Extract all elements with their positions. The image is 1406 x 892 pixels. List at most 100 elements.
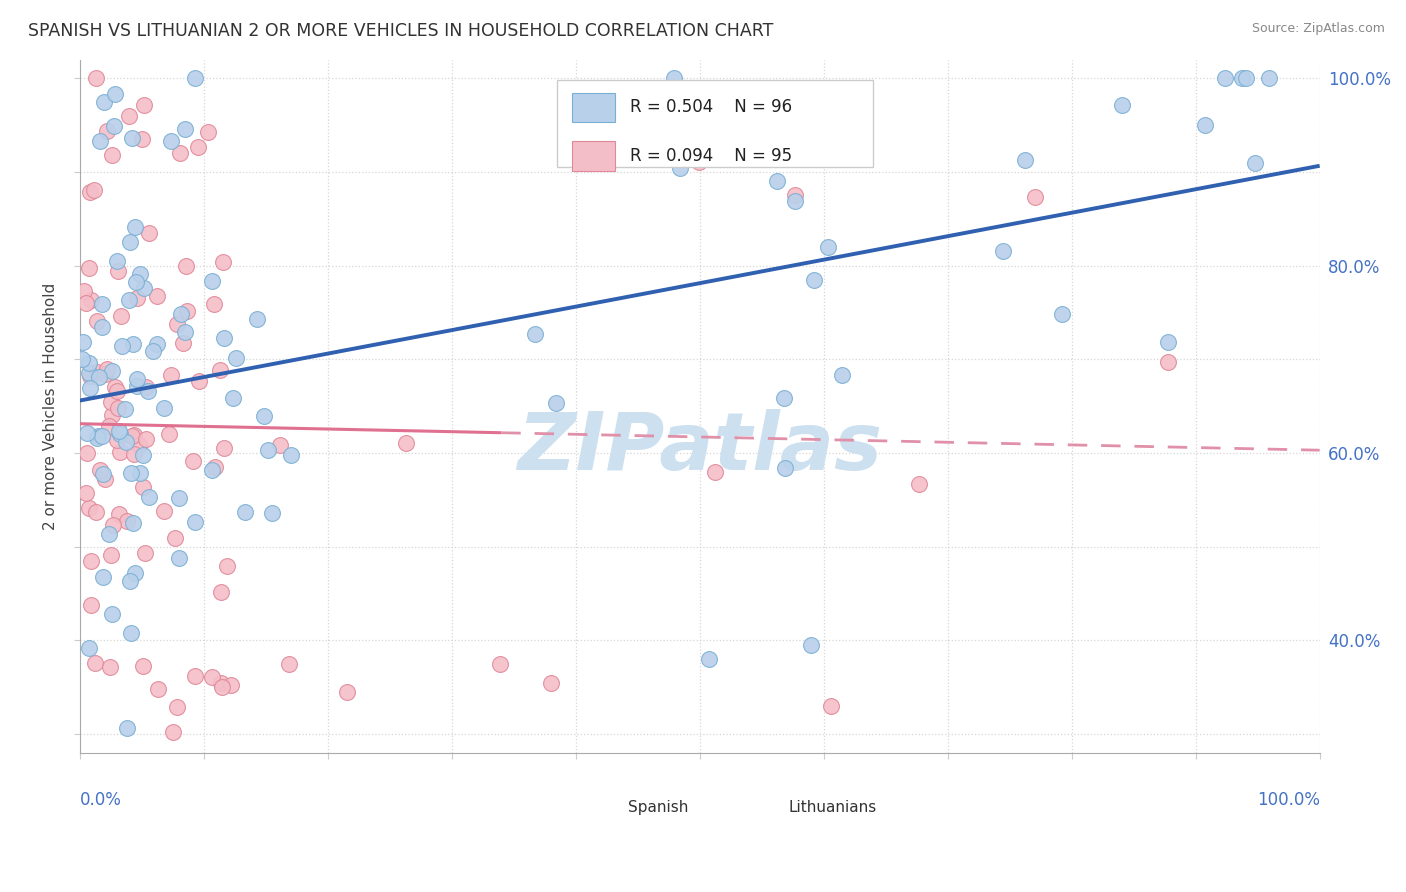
Point [120,466,142,480]
Text: R = 0.504    N = 96: R = 0.504 N = 96 [630,98,793,117]
Point [135,432,157,446]
Point [176,303,198,318]
Point [280,448,302,462]
Point [1024,190,1046,204]
Point [79,185,101,199]
Point [159,134,181,148]
Point [114,434,136,449]
Point [83,183,105,197]
Point [101,607,124,621]
Point [89,463,111,477]
FancyBboxPatch shape [749,797,780,817]
Point [183,516,205,530]
Point [124,566,146,581]
Point [908,477,931,491]
Text: Spanish: Spanish [627,800,688,815]
Point [76,426,98,441]
Point [173,121,195,136]
Point [125,372,148,386]
Point [86,431,108,445]
Point [209,584,232,599]
Point [131,659,153,673]
Point [100,548,122,562]
Point [107,401,129,416]
Point [104,379,127,393]
FancyBboxPatch shape [588,797,619,817]
Y-axis label: 2 or more Vehicles in Household: 2 or more Vehicles in Household [44,283,58,530]
Point [84,505,107,519]
Point [187,140,209,154]
Point [77,356,100,370]
Point [73,284,96,298]
Point [181,454,204,468]
Point [108,445,131,459]
Point [77,640,100,655]
Point [766,174,789,188]
Point [138,226,160,240]
Point [77,260,100,275]
Point [1014,153,1036,168]
Point [160,368,183,382]
Point [1234,71,1257,86]
Point [84,71,107,86]
Point [111,339,134,353]
Point [118,574,141,589]
Point [146,289,169,303]
Point [201,670,224,684]
Point [110,309,132,323]
Point [174,326,197,340]
Point [108,427,131,442]
Point [93,95,115,109]
Point [131,131,153,145]
Point [215,559,238,574]
Point [212,254,235,268]
Point [783,188,806,202]
Point [98,660,121,674]
Point [105,384,128,398]
Point [1052,307,1074,321]
Text: 0.0%: 0.0% [80,791,121,809]
Point [125,378,148,392]
Point [817,240,839,254]
Point [132,480,155,494]
Point [1111,97,1133,112]
Point [134,98,156,112]
Point [219,678,242,692]
Point [277,657,299,671]
Point [103,119,125,133]
Point [108,507,131,521]
Point [172,336,194,351]
Point [820,699,842,714]
Text: R = 0.094    N = 95: R = 0.094 N = 95 [630,147,793,165]
Point [93,472,115,486]
Point [162,725,184,739]
Point [87,428,110,442]
Point [184,71,207,86]
Point [167,491,190,505]
Point [128,466,150,480]
Point [201,274,224,288]
Point [86,314,108,328]
Point [202,297,225,311]
Point [1194,118,1216,132]
Point [97,419,120,434]
Point [70,352,93,367]
Point [697,652,720,666]
Point [101,148,124,162]
Point [212,441,235,455]
Point [136,384,159,398]
Point [75,486,97,500]
Point [101,363,124,377]
Point [134,546,156,560]
Point [170,308,193,322]
Point [121,131,143,145]
Point [174,259,197,273]
Point [488,657,510,671]
Point [98,527,121,541]
Point [197,125,219,139]
Text: Lithuanians: Lithuanians [789,800,877,815]
Point [146,681,169,696]
Point [1157,334,1180,349]
Point [153,401,176,416]
Point [524,327,547,342]
